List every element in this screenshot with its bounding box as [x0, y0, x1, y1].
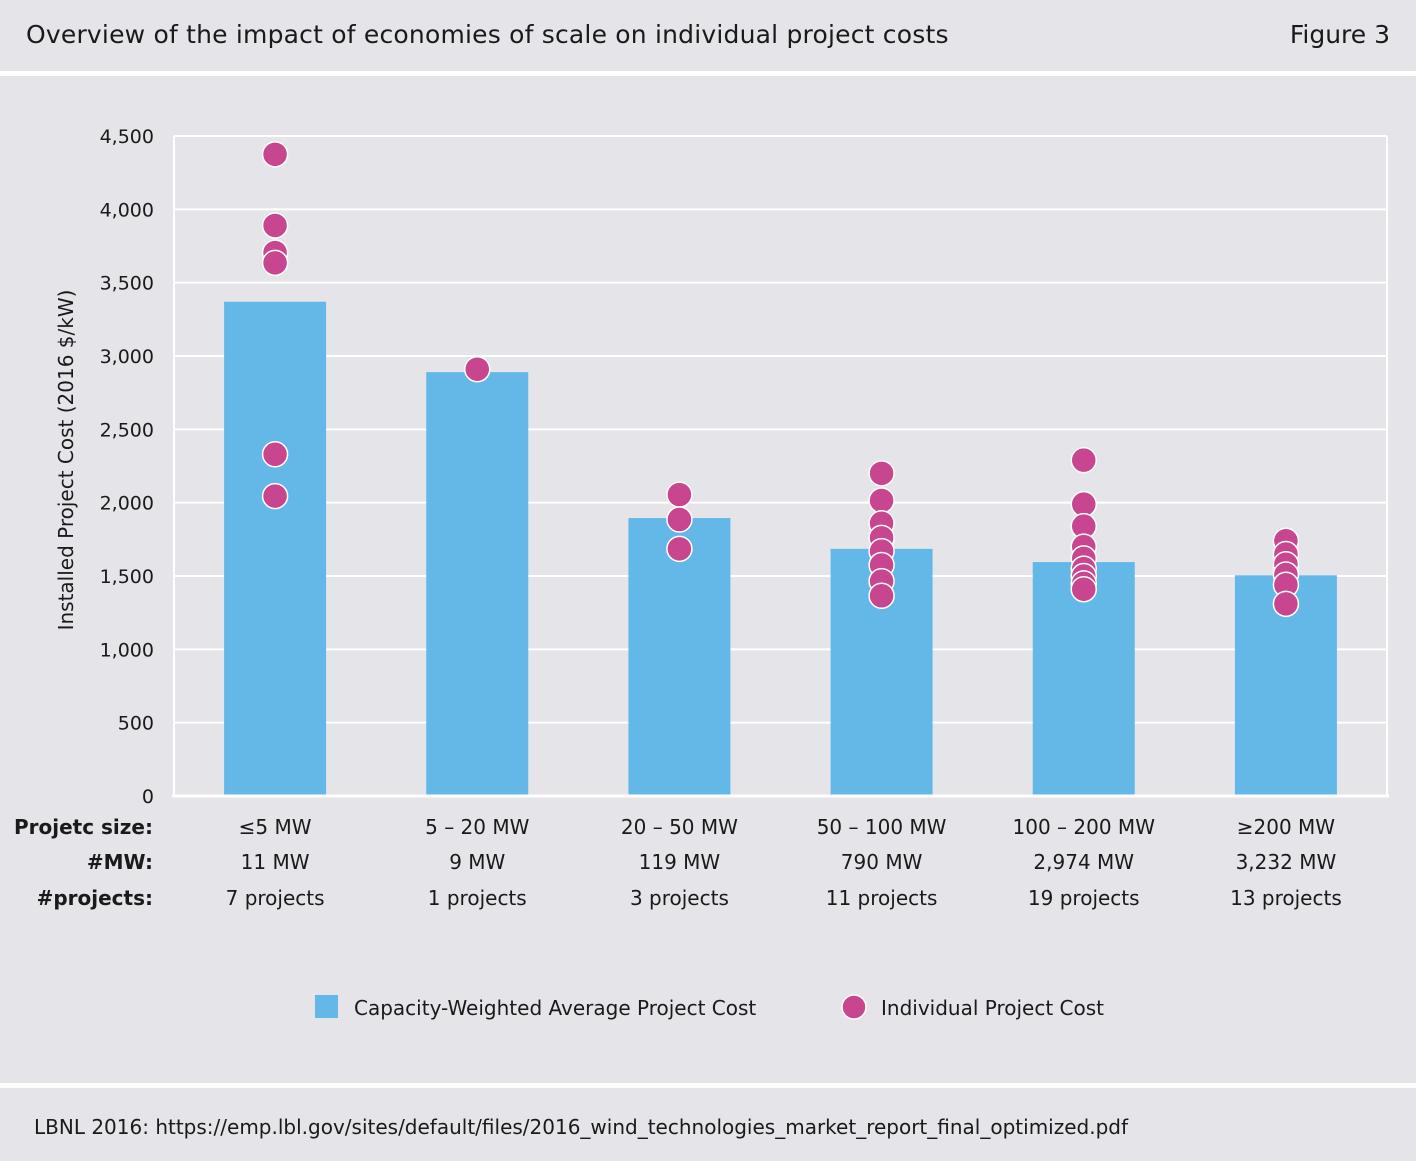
projects-label: 7 projects — [226, 886, 325, 910]
data-point — [1070, 575, 1097, 603]
data-point — [261, 482, 289, 510]
data-point — [1070, 490, 1097, 518]
bottom-divider — [0, 1083, 1416, 1088]
y-tick-label: 2,000 — [100, 493, 154, 515]
legend-bar-swatch — [315, 995, 338, 1018]
cost-chart: 0 500 1,000 1,500 2,000 2,500 3,000 3,500 4,000 4… — [14, 126, 1389, 1020]
data-point — [1272, 590, 1300, 618]
y-tick-label: 2,500 — [100, 419, 154, 441]
mw-label: 11 MW — [241, 850, 310, 874]
source-note: LBNL 2016: https://emp.lbl.gov/sites/def… — [34, 1115, 1129, 1139]
category-label: 20 – 50 MW — [621, 815, 738, 839]
data-point — [261, 141, 289, 168]
y-tick-label: 0 — [142, 786, 154, 808]
y-axis-label: Installed Project Cost (2016 $/kW) — [54, 290, 78, 631]
data-point — [261, 441, 289, 468]
y-tick-label: 1,500 — [100, 566, 154, 588]
page-title: Overview of the impact of economies of s… — [26, 20, 949, 49]
y-tick-label: 4,500 — [100, 126, 154, 148]
row-label: #projects: — [37, 886, 153, 910]
header: Overview of the impact of economies of s… — [0, 0, 1416, 74]
mw-label: 9 MW — [449, 850, 505, 874]
data-point — [868, 460, 895, 487]
bar — [628, 518, 731, 796]
projects-label: 1 projects — [428, 886, 527, 910]
mw-label: 2,974 MW — [1033, 850, 1134, 874]
category-label: 5 – 20 MW — [425, 815, 530, 839]
data-point — [666, 535, 693, 563]
y-tick-label: 500 — [118, 713, 154, 735]
y-tick-label: 3,000 — [100, 346, 154, 368]
top-divider — [0, 71, 1416, 76]
bar — [426, 372, 529, 796]
projects-label: 13 projects — [1230, 886, 1342, 910]
projects-label: 3 projects — [630, 886, 729, 910]
figure-label: Figure 3 — [1289, 20, 1390, 49]
bar — [224, 301, 327, 796]
data-point — [868, 582, 895, 610]
row-label: #MW: — [87, 850, 153, 874]
y-tick-label: 4,000 — [100, 199, 154, 221]
category-label: ≤5 MW — [239, 815, 312, 839]
projects-label: 11 projects — [826, 886, 938, 910]
mw-label: 119 MW — [639, 850, 721, 874]
mw-label: 790 MW — [841, 850, 923, 874]
projects-label: 19 projects — [1028, 886, 1140, 910]
data-point — [666, 506, 693, 533]
mw-label: 3,232 MW — [1236, 850, 1337, 874]
y-tick-label: 3,500 — [100, 273, 154, 295]
legend-dot-swatch — [841, 994, 867, 1020]
data-point — [868, 487, 895, 514]
row-label: Projetc size: — [14, 815, 153, 839]
y-tick-label: 1,000 — [100, 639, 154, 661]
category-label: 50 – 100 MW — [817, 815, 947, 839]
legend-dot-label: Individual Project Cost — [881, 996, 1104, 1020]
data-point — [261, 249, 289, 277]
data-point — [464, 355, 491, 383]
data-point — [1070, 446, 1097, 474]
data-point — [261, 212, 289, 239]
category-label: ≥200 MW — [1237, 815, 1336, 839]
legend-bar-label: Capacity-Weighted Average Project Cost — [354, 996, 756, 1020]
data-point — [666, 481, 693, 508]
category-label: 100 – 200 MW — [1013, 815, 1156, 839]
